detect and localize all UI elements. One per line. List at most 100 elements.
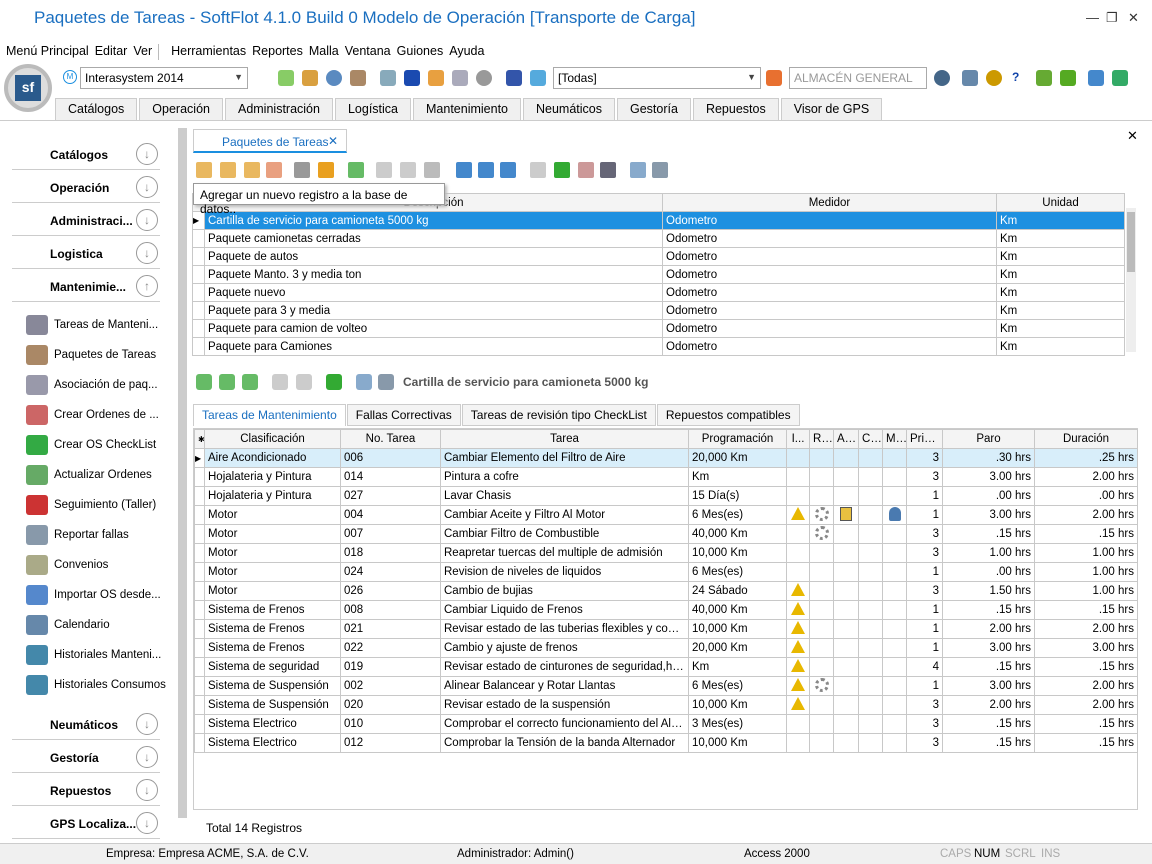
table-row[interactable]: Sistema de Frenos 008 Cambiar Liquido de F… — [194, 600, 1138, 620]
sidebar-section[interactable]: Gestoría ↓ — [12, 741, 160, 773]
warning-icon[interactable] — [791, 640, 805, 653]
attach-icon[interactable] — [424, 162, 440, 178]
flag-icon[interactable] — [1060, 70, 1076, 86]
add-task-icon[interactable] — [196, 374, 212, 390]
column-header[interactable]: Paro — [942, 429, 1035, 449]
image-icon[interactable] — [376, 162, 392, 178]
warning-icon[interactable] — [791, 659, 805, 672]
sidebar-item[interactable]: Importar OS desde... — [26, 584, 161, 606]
book-icon[interactable] — [506, 70, 522, 86]
text-export-icon[interactable] — [600, 162, 616, 178]
copy-icon[interactable] — [272, 374, 288, 390]
table-row[interactable]: Sistema Electrico 010 Comprobar el correct… — [194, 714, 1138, 734]
form-icon[interactable] — [452, 70, 468, 86]
column-header[interactable]: Programación — [688, 429, 787, 449]
edit-record-icon[interactable] — [220, 162, 236, 178]
detail-tab[interactable]: Tareas de Mantenimiento — [193, 404, 346, 426]
menu-item[interactable]: Ayuda — [449, 44, 485, 58]
main-tab[interactable]: Mantenimiento — [413, 98, 521, 120]
table-row[interactable]: Sistema de Frenos 022 Cambio y ajuste de f… — [194, 638, 1138, 658]
sidebar-item[interactable]: Crear Ordenes de ... — [26, 404, 159, 426]
table-row[interactable]: Paquete camionetas cerradas Odometro Km — [192, 229, 1125, 248]
sidebar-item[interactable]: Historiales Manteni... — [26, 644, 161, 666]
column-header[interactable]: No. Tarea — [340, 429, 441, 449]
sidebar-item[interactable]: Actualizar Ordenes — [26, 464, 152, 486]
clipboard-icon[interactable] — [400, 162, 416, 178]
excel-icon[interactable] — [326, 374, 342, 390]
main-tab[interactable]: Visor de GPS — [780, 98, 883, 120]
warehouse-input[interactable]: ALMACÉN GENERAL — [789, 67, 927, 89]
table-row[interactable]: Motor 007 Cambiar Filtro de Combustible 40,… — [194, 524, 1138, 544]
toolbar-icon[interactable] — [278, 70, 294, 86]
close-window-button[interactable]: ✕ — [1128, 10, 1139, 25]
home-icon[interactable] — [766, 70, 782, 86]
sidebar-item[interactable]: Seguimiento (Taller) — [26, 494, 156, 516]
paste-icon[interactable] — [296, 374, 312, 390]
sidebar-section[interactable]: Mantenimie... ↑ — [12, 270, 160, 302]
edit-task-icon[interactable] — [219, 374, 235, 390]
sidebar-section[interactable]: Catálogos ↓ — [12, 138, 160, 170]
column-header[interactable]: Ar... — [833, 429, 859, 449]
add-record-icon[interactable] — [196, 162, 212, 178]
person-icon[interactable] — [888, 506, 901, 521]
detail-tab[interactable]: Repuestos compatibles — [656, 404, 800, 426]
delete-record-icon[interactable] — [266, 162, 282, 178]
chevron-down-icon[interactable]: ↓ — [136, 713, 158, 735]
sidebar-section[interactable]: GPS Localiza... ↓ — [12, 807, 160, 839]
table-row[interactable]: Paquete de autos Odometro Km — [192, 247, 1125, 266]
table-row[interactable]: ▶ Cartilla de servicio para camioneta 500… — [192, 211, 1125, 230]
column-header[interactable]: C... — [858, 429, 883, 449]
column-header[interactable]: M... — [882, 429, 907, 449]
tree-add-icon[interactable] — [478, 162, 494, 178]
table-row[interactable]: Sistema de Frenos 021 Revisar estado de la… — [194, 619, 1138, 639]
menu-item[interactable]: Menú Principal — [6, 44, 89, 58]
chevron-up-icon[interactable]: ↑ — [136, 275, 158, 297]
table-row[interactable]: Paquete Manto. 3 y media ton Odometro Km — [192, 265, 1125, 284]
menu-item[interactable]: Herramientas — [171, 44, 247, 58]
main-tab[interactable]: Administración — [224, 98, 333, 120]
sidebar-item[interactable]: Reportar fallas — [26, 524, 129, 546]
database-icon[interactable] — [244, 162, 260, 178]
warning-icon[interactable] — [791, 583, 805, 596]
table-row[interactable]: Motor 026 Cambio de bujias 24 Sábado 3 1.50 h… — [194, 581, 1138, 601]
warning-icon[interactable] — [791, 678, 805, 691]
sidebar-section[interactable]: Logistica ↓ — [12, 237, 160, 269]
tab-paquetes-de-tareas[interactable]: Paquetes de Tareas ✕ — [193, 129, 347, 153]
table-row[interactable]: Sistema de Suspensión 020 Revisar estado d… — [194, 695, 1138, 715]
clipboard-icon[interactable] — [428, 70, 444, 86]
table-row[interactable]: Sistema Electrico 012 Comprobar la Tensión… — [194, 733, 1138, 753]
warning-icon[interactable] — [791, 697, 805, 710]
coins-icon[interactable] — [986, 70, 1002, 86]
chevron-down-icon[interactable]: ↓ — [136, 176, 158, 198]
sidebar-item[interactable]: Paquetes de Tareas — [26, 344, 156, 366]
column-header[interactable]: Duración — [1034, 429, 1138, 449]
sidebar-scrollbar[interactable] — [178, 128, 187, 818]
close-icon[interactable]: ✕ — [327, 134, 338, 148]
detail-tab[interactable]: Fallas Correctivas — [346, 404, 461, 426]
main-tab[interactable]: Repuestos — [692, 98, 779, 120]
tree-icon[interactable] — [456, 162, 472, 178]
main-tab[interactable]: Gestoría — [617, 98, 691, 120]
preview-icon[interactable] — [356, 374, 372, 390]
gear-icon[interactable] — [814, 525, 829, 540]
preview-icon[interactable] — [630, 162, 646, 178]
gear-icon[interactable] — [476, 70, 492, 86]
chevron-down-icon[interactable]: ↓ — [136, 779, 158, 801]
main-tab[interactable]: Neumáticos — [523, 98, 615, 120]
window-icon[interactable] — [530, 70, 546, 86]
sidebar-section[interactable]: Operación ↓ — [12, 171, 160, 203]
gear-icon[interactable] — [814, 677, 829, 692]
table-row[interactable]: Paquete para camion de volteo Odometro Km — [192, 319, 1125, 338]
sidebar-item[interactable]: Tareas de Manteni... — [26, 314, 158, 336]
bug-icon[interactable] — [1036, 70, 1052, 86]
find-icon[interactable] — [294, 162, 310, 178]
table-row[interactable]: Paquete para 3 y media Odometro Km — [192, 301, 1125, 320]
column-header[interactable]: R... — [809, 429, 834, 449]
packages-scrollbar[interactable] — [1126, 208, 1136, 352]
scroll-thumb[interactable] — [1127, 212, 1135, 272]
menu-item[interactable]: Ver — [133, 44, 153, 58]
tree-remove-icon[interactable] — [500, 162, 516, 178]
filter-combo[interactable]: [Todas] ▼ — [553, 67, 761, 89]
column-header[interactable]: Clasificación — [204, 429, 341, 449]
column-header[interactable]: Unidad — [996, 193, 1125, 212]
